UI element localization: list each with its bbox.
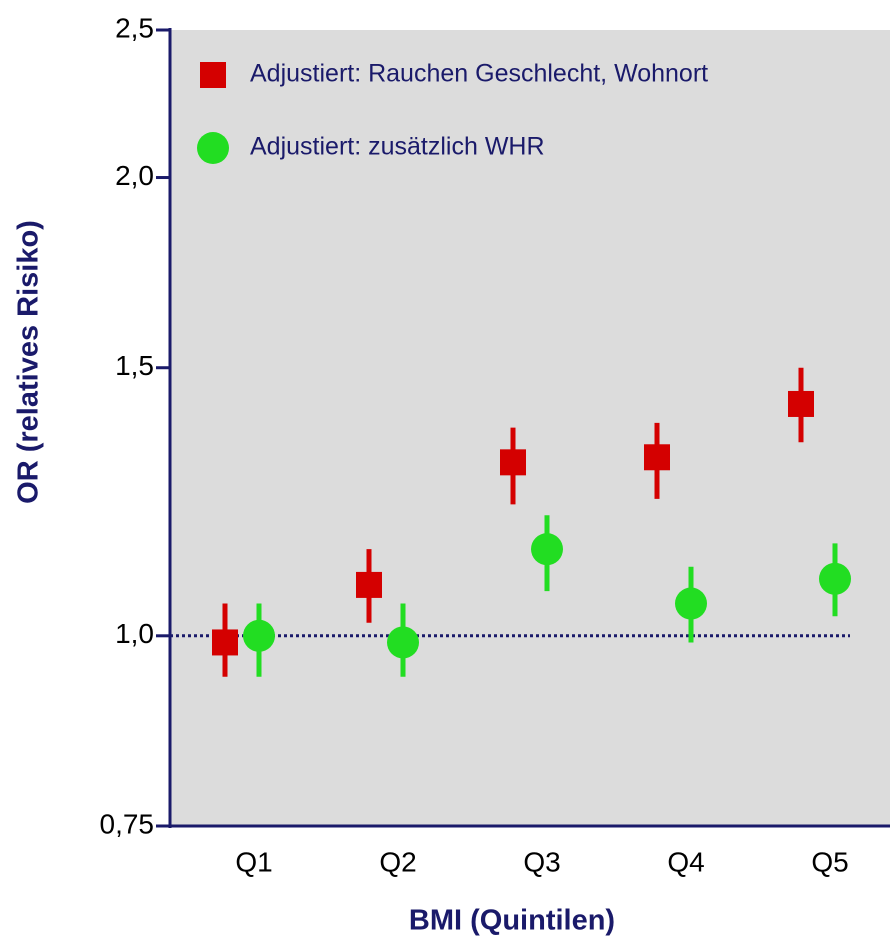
y-tick-label: 1,5 [115, 350, 154, 381]
data-point [788, 390, 814, 417]
legend-label: Adjustiert: Rauchen Geschlecht, Wohnort [250, 60, 708, 88]
legend-marker [197, 132, 229, 164]
x-tick-label: Q3 [523, 846, 560, 877]
x-tick-label: Q5 [811, 846, 848, 877]
y-tick-label: 0,75 [100, 808, 155, 839]
data-point [243, 619, 275, 652]
data-point [212, 629, 238, 656]
data-point [356, 571, 382, 598]
y-axis-title: OR (relatives Risiko) [13, 220, 45, 504]
data-point [500, 449, 526, 476]
data-point [675, 587, 707, 620]
x-tick-label: Q4 [667, 846, 704, 877]
data-point [819, 562, 851, 595]
data-point [531, 533, 563, 566]
data-point [387, 626, 419, 659]
x-axis-title: BMI (Quintilen) [409, 905, 615, 937]
legend-marker [200, 62, 226, 88]
y-tick-label: 2,5 [115, 12, 154, 43]
x-tick-label: Q1 [235, 846, 272, 877]
plot-area [170, 30, 890, 826]
y-tick-label: 2,0 [115, 160, 154, 191]
y-tick-label: 1,0 [115, 618, 154, 649]
x-tick-label: Q2 [379, 846, 416, 877]
legend-label: Adjustiert: zusätzlich WHR [250, 133, 545, 161]
data-point [644, 444, 670, 471]
